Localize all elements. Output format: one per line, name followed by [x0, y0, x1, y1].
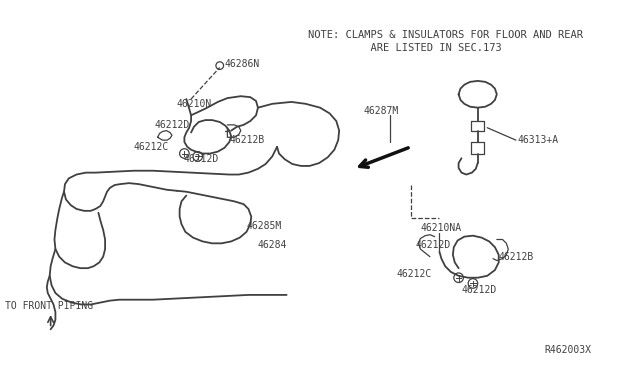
Text: 46287M: 46287M — [363, 106, 398, 116]
Text: R462003X: R462003X — [545, 345, 591, 355]
Text: 46313+A: 46313+A — [518, 135, 559, 145]
Text: 46210NA: 46210NA — [420, 223, 461, 233]
Text: 46210N: 46210N — [177, 99, 212, 109]
Text: 46212B: 46212B — [229, 135, 264, 145]
Text: 46212D: 46212D — [461, 285, 497, 295]
Text: TO FRONT PIPING: TO FRONT PIPING — [4, 301, 93, 311]
Text: 46212B: 46212B — [499, 252, 534, 262]
Text: NOTE: CLAMPS & INSULATORS FOR FLOOR AND REAR: NOTE: CLAMPS & INSULATORS FOR FLOOR AND … — [308, 30, 582, 40]
Text: 46286N: 46286N — [225, 59, 260, 69]
Text: 46212D: 46212D — [155, 120, 190, 130]
Text: 46212C: 46212C — [397, 269, 432, 279]
Text: 46285M: 46285M — [246, 221, 282, 231]
Text: 46212D: 46212D — [184, 154, 219, 164]
Text: 46212C: 46212C — [134, 142, 169, 152]
Text: ARE LISTED IN SEC.173: ARE LISTED IN SEC.173 — [308, 44, 501, 54]
Text: 46284: 46284 — [258, 240, 287, 250]
Text: 46212D: 46212D — [415, 240, 451, 250]
